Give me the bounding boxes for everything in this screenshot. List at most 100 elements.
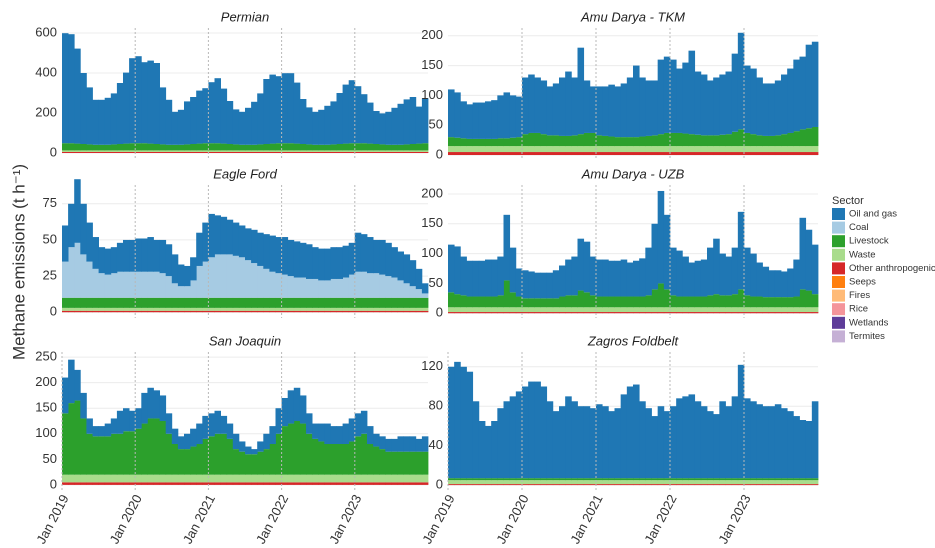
area-step [472, 484, 480, 486]
area-step [86, 87, 93, 145]
area-step [342, 474, 350, 483]
area-step [62, 482, 69, 485]
area-step [552, 307, 560, 313]
area-step [269, 474, 276, 483]
area-step [324, 310, 331, 313]
area-step [596, 259, 603, 297]
area-step [546, 312, 554, 314]
area-step [299, 482, 307, 485]
area-step [110, 273, 118, 298]
area-step [245, 150, 252, 152]
area-step [460, 312, 467, 314]
area-step [645, 307, 652, 313]
area-step [232, 482, 240, 485]
area-step [324, 297, 331, 308]
area-step [110, 93, 118, 145]
area-step [719, 478, 726, 481]
area-step [275, 482, 282, 485]
area-step [257, 265, 264, 298]
area-step [707, 411, 714, 479]
area-step [725, 307, 733, 313]
area-step [153, 390, 160, 419]
area-step [245, 297, 252, 308]
area-step [251, 297, 258, 308]
area-step [657, 312, 665, 314]
area-step [811, 312, 819, 314]
area-step [141, 150, 148, 152]
area-step [546, 135, 554, 147]
area-step [263, 449, 270, 475]
area-step [165, 152, 173, 153]
area-step [589, 478, 597, 481]
area-step [104, 436, 112, 475]
area-step [299, 144, 307, 151]
area-step [485, 312, 492, 314]
area-step [448, 137, 455, 147]
area-step [74, 400, 81, 475]
area-step [522, 152, 529, 156]
legend-label: Livestock [849, 236, 889, 247]
area-step [676, 152, 683, 156]
area-step [799, 480, 807, 485]
area-step [491, 480, 498, 485]
area-step [415, 152, 423, 153]
y-tick-label: 0 [50, 144, 57, 159]
area-step [454, 484, 461, 486]
area-step [74, 310, 81, 313]
area-step [633, 260, 640, 297]
area-step [676, 484, 683, 486]
area-step [589, 152, 597, 156]
y-tick-label: 25 [43, 268, 57, 283]
area-step [651, 416, 659, 479]
area-step [202, 474, 209, 483]
area-step [165, 144, 173, 151]
area-step [478, 102, 486, 139]
area-step [478, 146, 486, 153]
area-step [620, 83, 628, 138]
area-step [251, 307, 258, 311]
area-step [275, 273, 282, 298]
area-step [589, 408, 597, 479]
area-step [707, 480, 714, 485]
area-step [245, 482, 252, 485]
area-step [571, 256, 578, 296]
area-step [403, 144, 411, 151]
area-step [348, 482, 356, 485]
area-step [700, 484, 708, 486]
area-step [509, 307, 517, 313]
area-step [805, 290, 813, 308]
area-step [694, 134, 702, 147]
area-step [497, 295, 504, 308]
area-step [793, 480, 800, 485]
area-step [602, 484, 609, 486]
area-step [478, 260, 486, 297]
area-step [80, 310, 87, 313]
area-step [787, 411, 794, 479]
area-step [68, 310, 75, 313]
area-step [626, 484, 634, 486]
area-step [220, 482, 228, 485]
area-step [694, 146, 702, 153]
area-step [348, 143, 356, 151]
area-step [312, 474, 319, 483]
area-step [141, 392, 148, 424]
area-step [360, 310, 368, 313]
area-step [238, 441, 246, 452]
area-step [367, 237, 374, 274]
area-step [497, 95, 504, 139]
area-step [491, 312, 498, 314]
area-step [232, 474, 240, 483]
area-step [202, 152, 209, 153]
area-step [626, 296, 634, 308]
area-step [620, 312, 628, 314]
area-step [756, 480, 763, 485]
area-step [614, 260, 622, 297]
area-step [534, 146, 541, 153]
area-step [522, 478, 529, 481]
area-step [299, 150, 307, 152]
area-step [768, 480, 776, 485]
area-step [287, 239, 295, 277]
area-step [491, 146, 498, 153]
area-step [651, 478, 659, 481]
area-step [639, 484, 646, 486]
